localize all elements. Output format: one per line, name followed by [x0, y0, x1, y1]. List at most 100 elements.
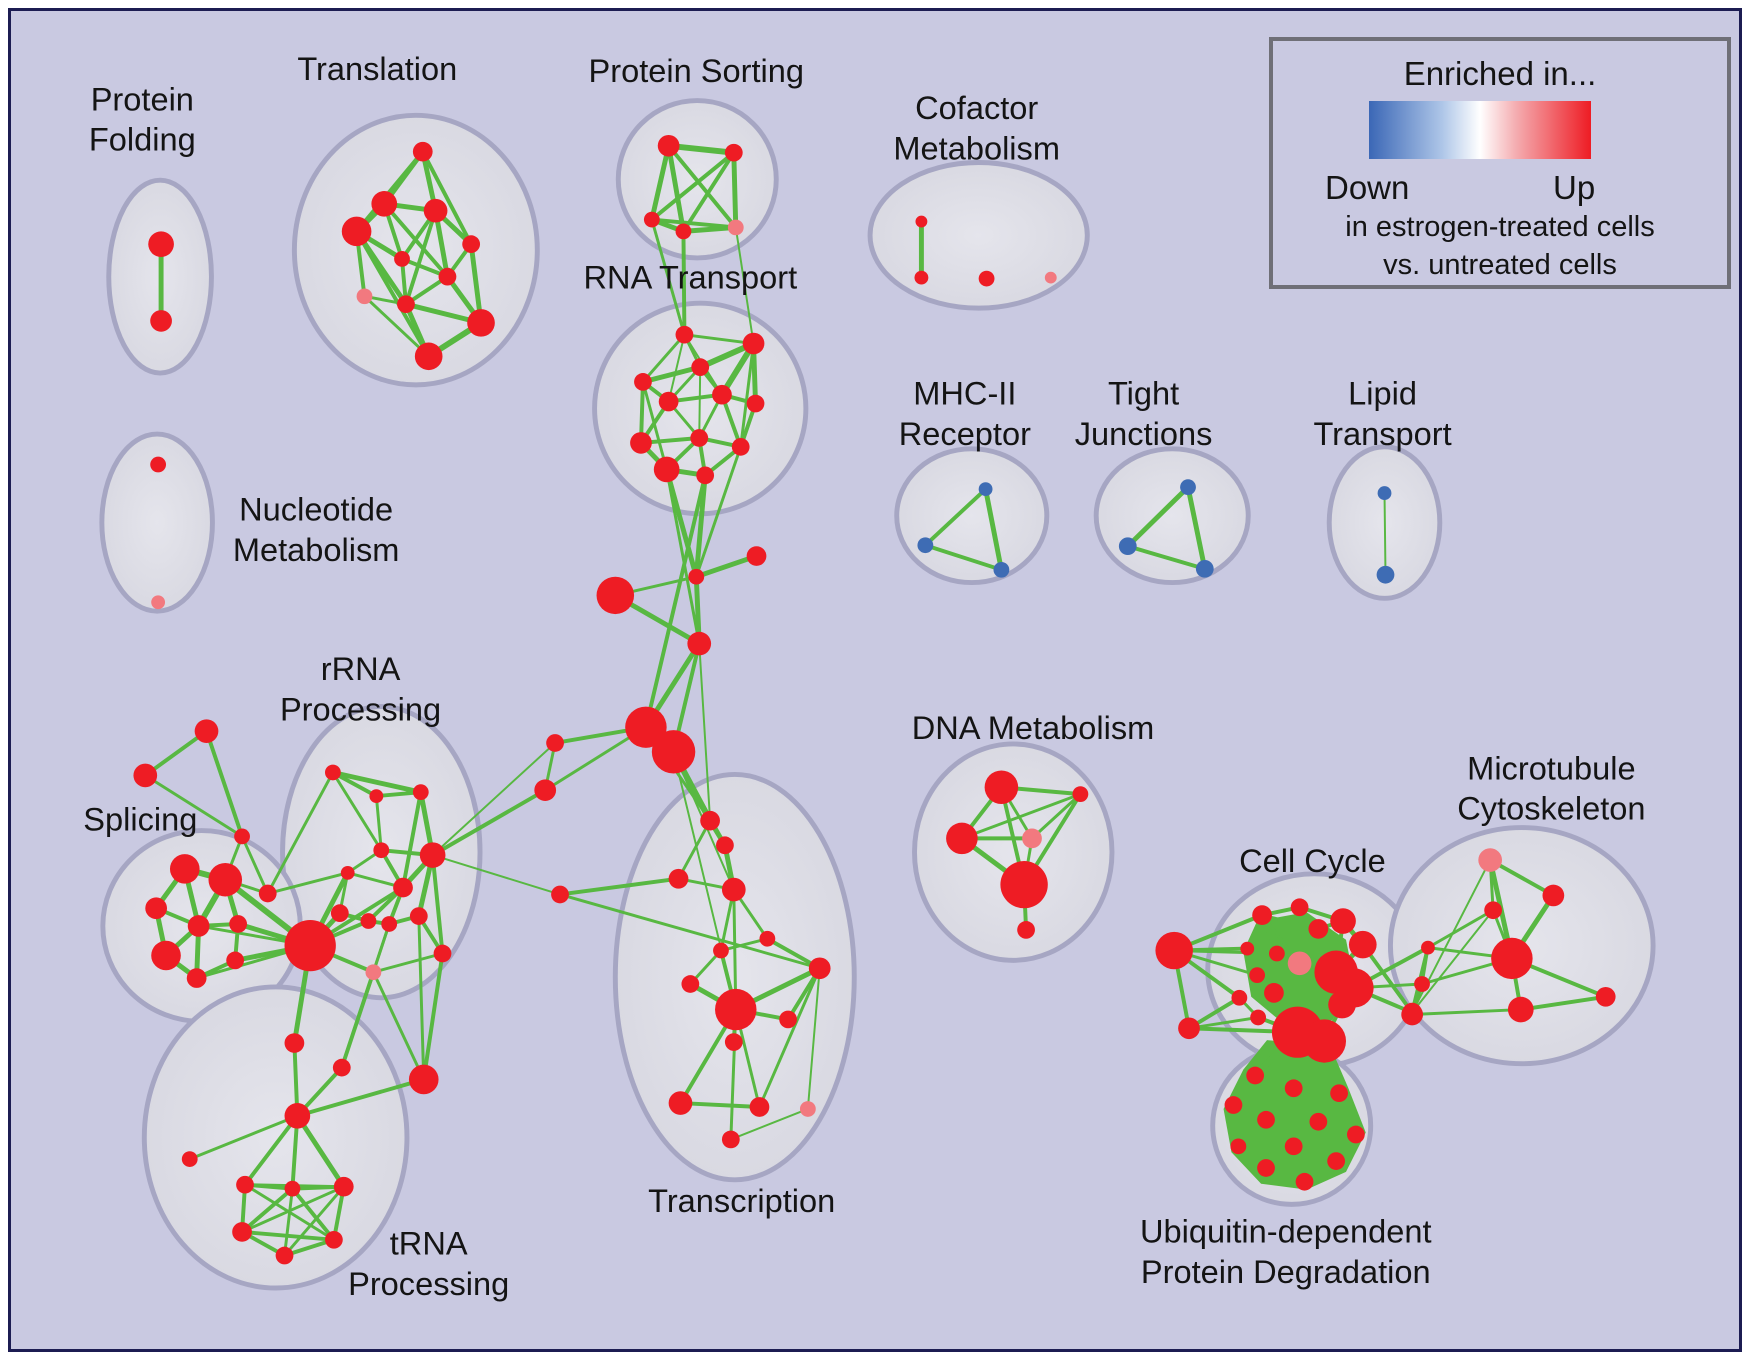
edge-ps4-rt1 [681, 229, 687, 337]
gene-set-node-tc7 [681, 975, 700, 993]
legend-up-label: Up [1553, 169, 1596, 206]
edge-tc12-tc13 [729, 1107, 809, 1141]
gene-set-node-cc12 [1328, 990, 1356, 1019]
gene-set-node-mtp [1478, 848, 1503, 872]
edge-br1-rr5 [266, 871, 350, 895]
gene-set-node-dm6 [1017, 921, 1035, 939]
gene-set-node-rr5 [340, 865, 355, 880]
gene-set-node-rrbig [284, 920, 336, 972]
edge-spt2-spt3 [143, 773, 244, 838]
gene-set-node-sp5 [229, 915, 247, 933]
gene-set-node-mt3 [1421, 940, 1435, 955]
gene-set-node-ps3 [643, 211, 660, 228]
edge-th3-th6 [283, 1185, 346, 1258]
legend-down-label: Down [1325, 169, 1410, 206]
edge-ps2-ps4 [681, 150, 736, 234]
gene-set-node-rt12 [696, 466, 715, 485]
gene-set-node-rr1 [325, 764, 341, 781]
edge-tj1-tj3 [1185, 484, 1208, 572]
cluster-label-ubiquitin-degradation: Ubiquitin-dependent Protein Degradation [1140, 1214, 1432, 1290]
gene-set-node-rt7 [746, 394, 765, 413]
edge-ps2-ps5 [731, 150, 739, 230]
edge-ps3-rt1 [650, 218, 686, 337]
cluster-label-nucleotide-metabolism: Nucleotide Metabolism [233, 492, 400, 568]
gene-set-node-tj2 [1118, 537, 1137, 556]
gene-set-node-tc12 [799, 1101, 816, 1117]
gene-set-node-sp7 [186, 968, 207, 988]
gene-set-node-cn2 [746, 546, 767, 566]
cluster-label-lipid-transport: Lipid Transport [1313, 376, 1451, 452]
edge-trh-th1 [243, 1113, 300, 1187]
gene-set-node-ps2 [724, 143, 743, 162]
enrichment-map-figure: Protein Folding Translation Protein Sorting… [8, 8, 1742, 1352]
gene-set-node-tc13 [721, 1130, 740, 1149]
edge-spt1-spt2 [143, 729, 209, 778]
gene-set-node-rt2 [742, 332, 765, 355]
gene-set-node-rt8 [690, 429, 709, 447]
gene-set-node-mh3 [993, 561, 1010, 578]
gene-set-node-tl10 [467, 309, 495, 337]
gene-set-node-nm1 [150, 456, 167, 473]
legend-title: Enriched in... [1403, 55, 1597, 92]
cluster-ellipse-dna-metabolism [912, 741, 1115, 963]
gene-set-node-tl6 [394, 251, 410, 267]
edge-ps1-ps4 [666, 143, 686, 234]
cluster-label-mhc-ii-receptor: MHC-II Receptor [899, 376, 1031, 452]
legend-box: Enriched in... Down Up in estrogen-treat… [1269, 37, 1731, 289]
cluster-label-rrna-processing: rRNA Processing [280, 651, 441, 727]
edge-rrb-trh [295, 1077, 426, 1118]
edge-rr13-rrb [371, 970, 426, 1081]
edge-cn8-rr7 [430, 788, 548, 858]
edge-tl3-tl11 [354, 229, 431, 359]
gene-set-node-mh1 [978, 482, 993, 497]
gene-set-node-trl [181, 1151, 198, 1167]
gene-set-node-spt2 [133, 763, 158, 788]
edge-rt11-cn1 [664, 467, 699, 580]
cluster-ellipse-trna-processing [141, 984, 410, 1291]
gene-set-node-cc11 [1250, 1009, 1267, 1026]
gene-set-node-rr9 [360, 913, 377, 929]
gene-set-node-tcbig [715, 988, 757, 1031]
gene-set-node-nm2 [151, 595, 166, 610]
edge-cc5-cc13 [1360, 942, 1415, 1015]
edge-spt3-br1 [240, 834, 270, 895]
cluster-label-protein-sorting: Protein Sorting [589, 53, 804, 89]
edge-spt1-spt3 [204, 729, 245, 839]
edge-cnl-tcr [558, 892, 822, 970]
edge-mt2-mt3 [1426, 908, 1495, 950]
cluster-ellipse-nucleotide-metabolism [99, 431, 215, 614]
color-gradient-bar [1369, 101, 1591, 159]
gene-set-node-tl11 [414, 342, 443, 371]
gene-set-node-dm2 [1072, 786, 1089, 802]
gene-set-node-tj1 [1180, 479, 1196, 496]
gene-set-node-tc10 [668, 1091, 693, 1115]
edge-tcbig-tc13 [729, 1008, 738, 1141]
gene-set-node-sp1 [169, 854, 200, 884]
gene-set-node-rr10 [381, 916, 398, 932]
edge-rt11-cn4 [665, 467, 701, 646]
gene-set-node-cc8 [1249, 967, 1266, 984]
cluster-ellipse-tight-junctions [1093, 446, 1251, 586]
gene-set-node-mt2 [1484, 901, 1503, 920]
cluster-label-translation: Translation [297, 51, 457, 87]
gene-set-node-cc10 [1264, 983, 1284, 1003]
gene-set-node-cn6 [651, 730, 696, 774]
gene-set-node-cc6 [1240, 941, 1255, 956]
edge-ps5-rt2 [734, 226, 755, 345]
edge-cnl-rr7 [431, 854, 561, 896]
edge-ps1-ps2 [665, 142, 737, 156]
gene-set-node-rr6 [393, 877, 413, 898]
edge-rt12-cn1 [693, 472, 708, 580]
gene-set-node-ub10 [1327, 1152, 1346, 1170]
gene-set-node-ub3 [1330, 1084, 1348, 1103]
gene-set-node-br1 [258, 884, 277, 903]
edge-ps2-ps3 [649, 150, 736, 222]
gene-set-node-ps1 [657, 134, 680, 157]
gene-set-node-cn7 [546, 734, 564, 752]
gene-set-node-sp4 [187, 915, 210, 937]
gene-set-node-rt11 [653, 456, 680, 483]
edge-trh-trl [188, 1114, 299, 1161]
gene-set-node-lt1 [1377, 486, 1392, 500]
edge-tj2-tj3 [1125, 544, 1207, 571]
